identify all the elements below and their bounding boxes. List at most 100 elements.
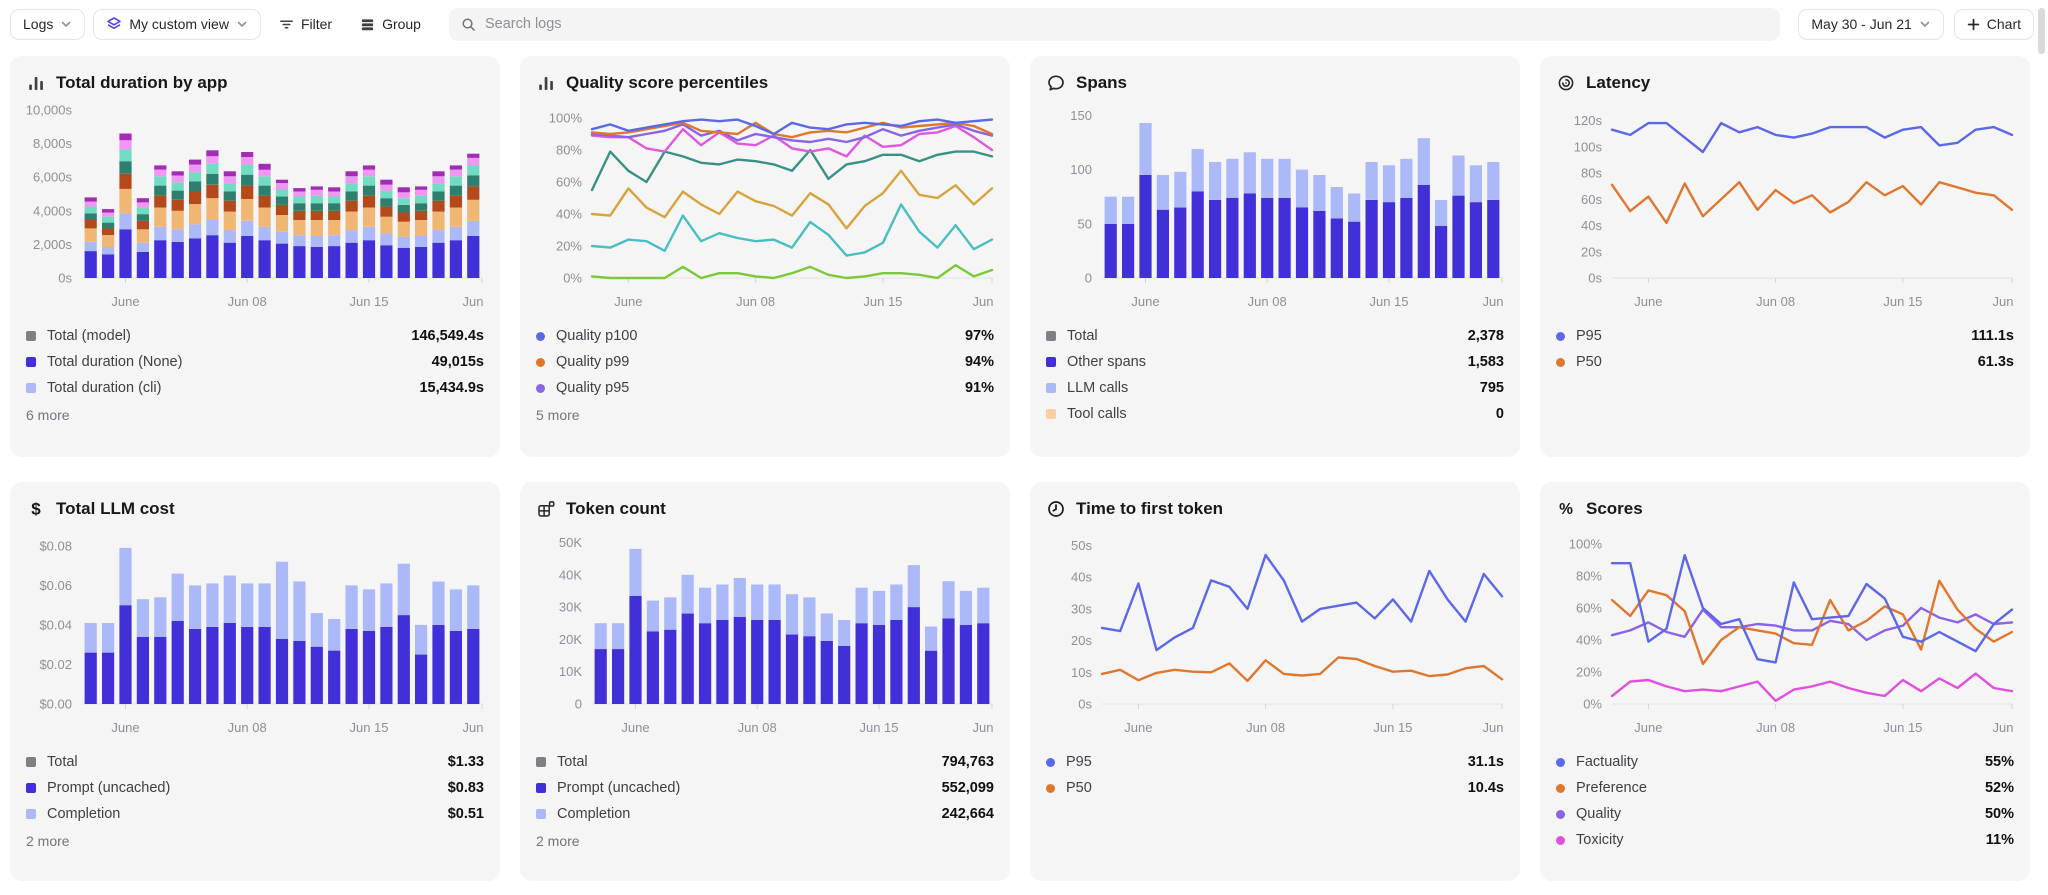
legend-label: Completion [557, 806, 631, 822]
card-header: % Scores [1556, 496, 2014, 522]
legend-value: 2,378 [1467, 328, 1504, 344]
chart-plot[interactable]: 0s 20s 40s 60s 80s 100s 120s June Jun 08 Jun 15 Ju… [1556, 102, 2030, 319]
card-header: Time to first token [1046, 496, 1504, 522]
vertical-scrollbar-thumb[interactable] [2038, 8, 2045, 54]
legend-value: 111.1s [1971, 328, 2014, 344]
legend-item[interactable]: Factuality 55% [1556, 749, 2014, 775]
svg-text:Jun 08: Jun 08 [228, 720, 267, 735]
svg-text:20s: 20s [1581, 244, 1602, 259]
chart-plot[interactable]: 0s 10s 20s 30s 40s 50s June Jun 08 Jun 15 Jun 22 [1046, 528, 1520, 745]
chart-card: Quality score percentiles 0% 20% 40% 60% 80%… [520, 56, 1010, 457]
legend-item[interactable]: LLM calls 795 [1046, 375, 1504, 401]
svg-text:40s: 40s [1581, 218, 1602, 233]
svg-text:50K: 50K [559, 535, 582, 550]
svg-text:Jun 22: Jun 22 [462, 720, 484, 735]
legend-label: P50 [1066, 780, 1092, 796]
legend-item[interactable]: Total 794,763 [536, 749, 994, 775]
legend-swatch [26, 383, 36, 393]
view-selector[interactable]: My custom view [93, 8, 261, 40]
chart-plot[interactable]: 0% 20% 40% 60% 80% 100% June Jun 08 Jun 15 Jun 22 [1556, 528, 2030, 745]
legend-item[interactable]: Quality 50% [1556, 801, 2014, 827]
legend-more[interactable]: 2 more [26, 833, 70, 849]
legend-swatch [536, 783, 546, 793]
legend-value: 49,015s [431, 354, 484, 370]
chart-plot[interactable]: 0 10K 20K 30K 40K 50K June Jun 08 Jun 15 Jun 22 [536, 528, 1010, 745]
legend-item[interactable]: P50 61.3s [1556, 349, 2014, 375]
legend-value: 50% [1984, 806, 2014, 822]
legend-swatch [1046, 357, 1056, 367]
legend-item[interactable]: Tool calls 0 [1046, 401, 1504, 427]
legend-item[interactable]: Quality p100 97% [536, 323, 994, 349]
legend-value: 1,583 [1467, 354, 1504, 370]
legend-swatch [536, 383, 545, 393]
chart-card: % Scores 0% 20% 40% 60% 80% 100% June Jun 08 Jun… [1540, 482, 2030, 881]
legend-item[interactable]: P95 111.1s [1556, 323, 2014, 349]
svg-text:60s: 60s [1581, 192, 1602, 207]
chart-card: Total duration by app 0s 2,000s 4,000s 6,00… [10, 56, 500, 457]
date-range-button[interactable]: May 30 - Jun 21 [1798, 8, 1944, 40]
card-header: $ Total LLM cost [26, 496, 484, 522]
legend-label: Tool calls [1067, 406, 1127, 422]
legend-swatch [1046, 409, 1056, 419]
legend-item[interactable]: Total duration (None) 49,015s [26, 349, 484, 375]
svg-text:Jun 15: Jun 15 [1883, 294, 1922, 309]
filter-button-label: Filter [300, 16, 333, 32]
chart-plot[interactable]: 0 50 100 150 June Jun 08 Jun 15 Jun 22 [1046, 102, 1520, 319]
svg-text:$0.06: $0.06 [39, 578, 72, 593]
logs-dropdown[interactable]: Logs [10, 8, 86, 40]
legend-swatch [1046, 783, 1055, 793]
chart-card: Spans 0 50 100 150 June Jun 08 Jun 15 Jun 22 To… [1030, 56, 1520, 457]
legend-item[interactable]: Completion 242,664 [536, 801, 994, 827]
legend-item[interactable]: Toxicity 11% [1556, 827, 2014, 853]
legend-value: $0.83 [447, 780, 484, 796]
legend-item[interactable]: Prompt (uncached) 552,099 [536, 775, 994, 801]
legend-swatch [1556, 809, 1565, 819]
svg-text:June: June [111, 720, 139, 735]
svg-text:Jun 08: Jun 08 [1756, 720, 1795, 735]
legend-swatch [1046, 757, 1055, 767]
chart-plot[interactable]: 0% 20% 40% 60% 80% 100% June Jun 08 Jun 15 Jun 22 [536, 102, 1010, 319]
view-selector-label: My custom view [129, 16, 229, 32]
svg-text:30K: 30K [559, 600, 582, 615]
filter-button[interactable]: Filter [269, 9, 342, 40]
legend-item[interactable]: Other spans 1,583 [1046, 349, 1504, 375]
chart-plot[interactable]: $0.00 $0.02 $0.04 $0.06 $0.08 June Jun 08 Jun 1… [26, 528, 500, 745]
legend-label: Total [47, 754, 78, 770]
legend-item[interactable]: Total (model) 146,549.4s [26, 323, 484, 349]
bar-chart-icon [26, 73, 46, 93]
logs-dropdown-label: Logs [23, 16, 54, 32]
legend-more[interactable]: 5 more [536, 407, 580, 423]
search-box[interactable] [448, 7, 1781, 41]
add-chart-button[interactable]: Chart [1953, 8, 2034, 40]
legend-value: 94% [964, 354, 994, 370]
legend-item[interactable]: Total 2,378 [1046, 323, 1504, 349]
legend-more[interactable]: 2 more [536, 833, 580, 849]
svg-text:Jun 08: Jun 08 [1248, 294, 1287, 309]
search-input[interactable] [484, 16, 1769, 32]
group-button[interactable]: Group [350, 9, 431, 40]
legend-item[interactable]: Completion $0.51 [26, 801, 484, 827]
card-header: Quality score percentiles [536, 70, 994, 96]
chart-legend: Total $1.33 Prompt (uncached) $0.83 Completi… [26, 749, 484, 827]
legend-item[interactable]: Quality p95 91% [536, 375, 994, 401]
legend-item[interactable]: Preference 52% [1556, 775, 2014, 801]
legend-label: Quality p95 [556, 380, 630, 396]
legend-swatch [1046, 383, 1056, 393]
chart-plot[interactable]: 0s 2,000s 4,000s 6,000s 8,000s 10,000s June Jun… [26, 102, 500, 319]
legend-item[interactable]: Prompt (uncached) $0.83 [26, 775, 484, 801]
legend-swatch [26, 357, 36, 367]
svg-text:10,000s: 10,000s [26, 103, 72, 118]
legend-more[interactable]: 6 more [26, 407, 70, 423]
legend-swatch [26, 757, 36, 767]
card-header: Token count [536, 496, 994, 522]
add-chart-label: Chart [1986, 16, 2021, 32]
svg-text:150: 150 [1070, 108, 1092, 123]
legend-item[interactable]: P50 10.4s [1046, 775, 1504, 801]
legend-item[interactable]: Total $1.33 [26, 749, 484, 775]
svg-text:Jun 22: Jun 22 [972, 720, 994, 735]
chart-card: $ Total LLM cost $0.00 $0.02 $0.04 $0.06 $0.… [10, 482, 500, 881]
legend-item[interactable]: P95 31.1s [1046, 749, 1504, 775]
legend-item[interactable]: Total duration (cli) 15,434.9s [26, 375, 484, 401]
legend-item[interactable]: Quality p99 94% [536, 349, 994, 375]
svg-text:$0.00: $0.00 [39, 697, 72, 712]
